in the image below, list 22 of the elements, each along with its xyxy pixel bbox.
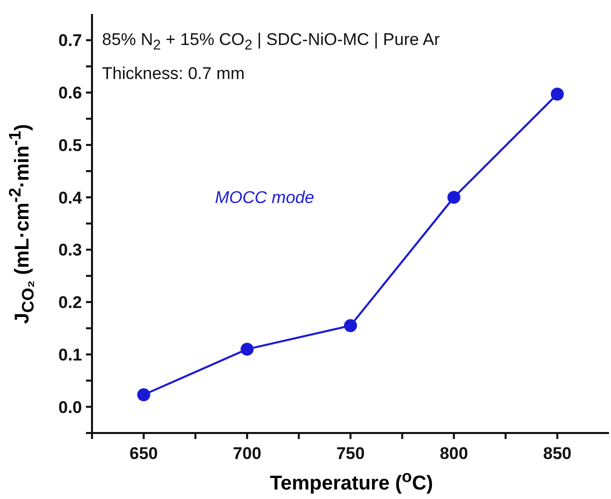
- x-tick-label: 750: [336, 444, 365, 464]
- annotation: Thickness: 0.7 mm: [102, 64, 245, 84]
- point: [550, 88, 564, 101]
- y-tick-label: 0.1: [58, 345, 82, 364]
- y-tick-label: 0.2: [58, 293, 82, 312]
- point: [344, 319, 357, 332]
- y-tick-label: 0.3: [58, 240, 82, 260]
- y-tick-label: 0.6: [58, 84, 82, 103]
- x-tick-label: 700: [232, 444, 262, 464]
- point: [240, 342, 254, 356]
- x-tick-label: 800: [440, 444, 468, 464]
- y-tick-label: 0.0: [58, 398, 82, 417]
- y-tick-label: 0.5: [58, 136, 82, 155]
- y-tick-label: 0.7: [58, 31, 82, 50]
- annotation: 85% N$_{2}$ + 15% CO$_{2}$ | SDC-NiO-MC | Pure Ar: [102, 30, 440, 56]
- point: [137, 388, 150, 402]
- x-tick-label: 850: [543, 444, 572, 464]
- x-tick-label: 650: [130, 444, 158, 464]
- point: [447, 190, 460, 204]
- annotation: MOCC mode: [215, 188, 314, 208]
- y-tick-label: 0.4: [58, 188, 83, 208]
- x-axis-title: Temperature ($^{o}$C): [268, 466, 434, 496]
